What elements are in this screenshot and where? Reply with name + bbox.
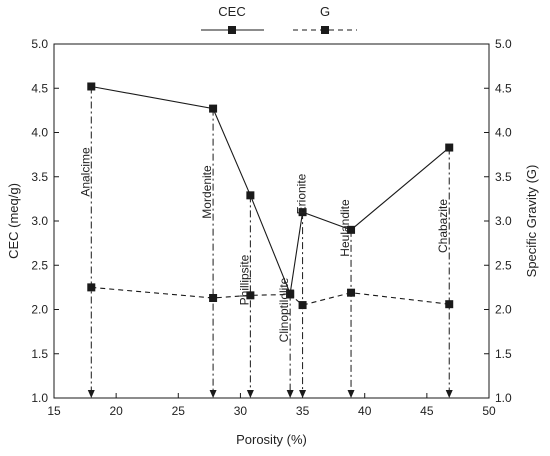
y-left-tick-label: 2.5 <box>31 258 48 272</box>
x-tick-label: 15 <box>47 404 61 418</box>
x-tick-label: 45 <box>420 404 434 418</box>
point-g <box>347 288 356 297</box>
mineral-label: Clinoptilolite <box>277 277 291 342</box>
drop-arrow <box>87 390 95 398</box>
mineral-labels: Analcime Mordenite Phillipsite Clinoptiloli… <box>78 147 450 342</box>
y-right-tick-label: 3.5 <box>495 170 512 184</box>
legend-marker-cec <box>228 26 236 34</box>
series-lines <box>91 85 450 306</box>
y-right-tick-label: 4.0 <box>495 126 512 140</box>
point-cec <box>209 104 218 113</box>
point-g <box>286 290 295 299</box>
series-line-g <box>91 286 450 306</box>
y-right-tick-label: 2.0 <box>495 303 512 317</box>
y-left-tick-label: 1.0 <box>31 391 48 405</box>
drop-arrow <box>246 390 254 398</box>
x-tick-label: 35 <box>296 404 310 418</box>
y-right-tick-label: 1.0 <box>495 391 512 405</box>
mineral-label: Analcime <box>78 147 92 197</box>
y-left-tick-label: 4.0 <box>31 126 48 140</box>
y-left-tick-label: 5.0 <box>31 37 48 51</box>
legend-label-cec: CEC <box>218 4 245 19</box>
point-cec <box>87 82 96 91</box>
y-left-tick-label: 3.0 <box>31 214 48 228</box>
x-tick-label: 40 <box>358 404 372 418</box>
y-left-tick-label: 1.5 <box>31 347 48 361</box>
y-left-tick-label: 3.5 <box>31 170 48 184</box>
y-right-tick-label: 4.5 <box>495 81 512 95</box>
y-right-tick-label: 1.5 <box>495 347 512 361</box>
axes: 15 20 25 30 35 40 45 501.01.52.02.53.03.54.04.5… <box>31 37 512 418</box>
drop-arrow <box>209 390 217 398</box>
x-tick-label: 50 <box>482 404 496 418</box>
mineral-label: Heulandite <box>338 199 352 257</box>
y-left-tick-label: 2.0 <box>31 303 48 317</box>
point-g <box>298 301 307 310</box>
x-tick-label: 20 <box>109 404 123 418</box>
x-axis-title: Porosity (%) <box>236 432 307 447</box>
point-g <box>445 300 454 309</box>
point-cec <box>298 208 307 217</box>
y-right-axis-title: Specific Gravity (G) <box>524 165 539 278</box>
mineral-label: Phillipsite <box>237 254 251 305</box>
mineral-label: Erionite <box>295 173 309 214</box>
legend-label-g: G <box>320 4 330 19</box>
point-cec <box>347 225 356 234</box>
x-tick-label: 25 <box>172 404 186 418</box>
drop-arrow <box>347 390 355 398</box>
axis-titles: Porosity (%) CEC (meq/g) Specific Gravity … <box>6 165 539 447</box>
point-cec <box>445 143 454 152</box>
y-right-tick-label: 2.5 <box>495 258 512 272</box>
x-tick-label: 30 <box>234 404 248 418</box>
series-line-cec <box>91 85 450 296</box>
mineral-label: Mordenite <box>200 165 214 219</box>
y-right-tick-label: 3.0 <box>495 214 512 228</box>
legend: CEC G <box>201 4 357 34</box>
drop-arrow <box>445 390 453 398</box>
point-g <box>246 291 255 300</box>
y-right-tick-label: 5.0 <box>495 37 512 51</box>
point-cec <box>246 191 255 200</box>
plot-frame <box>53 43 490 399</box>
mineral-label: Chabazite <box>436 199 450 253</box>
legend-marker-g <box>321 26 329 34</box>
y-left-tick-label: 4.5 <box>31 81 48 95</box>
drop-lines <box>87 86 453 398</box>
data-markers <box>87 82 454 310</box>
y-left-axis-title: CEC (meq/g) <box>6 183 21 259</box>
point-g <box>209 293 218 302</box>
drop-arrow <box>286 390 294 398</box>
point-g <box>87 283 96 292</box>
